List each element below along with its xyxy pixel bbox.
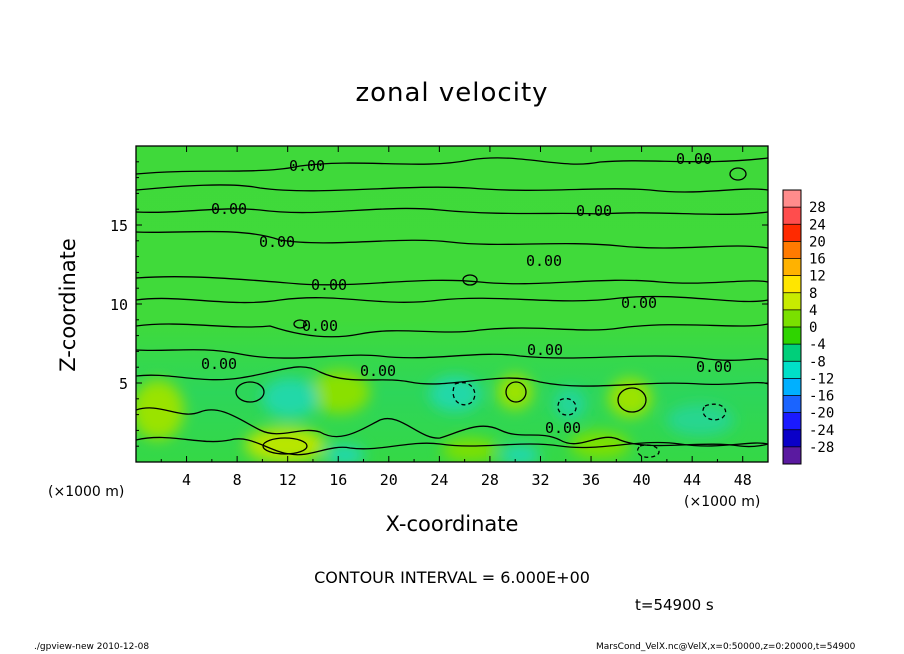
- colorbar-label: -20: [809, 406, 834, 422]
- colorbar-swatch: [783, 378, 801, 396]
- contour-label: 0.00: [311, 276, 347, 294]
- colorbar-label: 0: [809, 320, 817, 336]
- colorbar-swatch: [783, 446, 801, 464]
- contour-label: 0.00: [696, 358, 732, 376]
- colorbar-label: -16: [809, 389, 834, 405]
- colorbar-label: 12: [809, 269, 826, 285]
- y-axis-label: Z-coordinate: [56, 238, 80, 372]
- x-tick-label: 40: [633, 471, 651, 489]
- x-tick-label: 20: [380, 471, 398, 489]
- x-tick-label: 12: [279, 471, 297, 489]
- x-axis-ticks: 4 8 12 16 20 24 28 32 36 40 44 48: [160, 146, 752, 489]
- time-label: t=54900 s: [635, 596, 714, 614]
- contour-label: 0.00: [360, 362, 396, 380]
- colorbar-swatch: [783, 344, 801, 362]
- contour-label: 0.00: [527, 341, 563, 359]
- colorbar-label: 24: [809, 217, 826, 233]
- plot-frame: [135, 145, 769, 463]
- x-tick-label: 28: [481, 471, 499, 489]
- colorbar-label: 20: [809, 234, 826, 250]
- colorbar-swatch: [783, 395, 801, 413]
- contour-label: 0.00: [302, 317, 338, 335]
- contour-label: 0.00: [259, 233, 295, 251]
- x-tick-label: 44: [683, 471, 701, 489]
- heatmap-field: [136, 146, 768, 462]
- contour-lines: [136, 157, 768, 458]
- y-tick-label: 5: [119, 375, 128, 393]
- colorbar-label: 28: [809, 200, 826, 216]
- colorbar-swatch: [783, 412, 801, 430]
- colorbar-label: -8: [809, 354, 826, 370]
- footer-right: MarsCond_VelX.nc@VelX,x=0:50000,z=0:2000…: [596, 642, 856, 652]
- x-tick-label: 32: [531, 471, 549, 489]
- colorbar-label: 8: [809, 286, 817, 302]
- x-tick-label: 36: [582, 471, 600, 489]
- colorbar-label: -24: [809, 423, 834, 439]
- colorbar-frame: [782, 189, 802, 465]
- chart-title: zonal velocity: [355, 78, 549, 108]
- contour-label: 0.00: [211, 200, 247, 218]
- contour-label: 0.00: [676, 150, 712, 168]
- contour-label: 0.00: [201, 355, 237, 373]
- colorbar-swatch: [783, 361, 801, 379]
- colorbar-swatch: [783, 258, 801, 276]
- colorbar-swatch: [783, 309, 801, 327]
- contour-interval-text: CONTOUR INTERVAL = 6.000E+00: [314, 568, 590, 587]
- contour-labels: 0.00 0.00 0.00 0.00 0.00 0.00 0.00 0.00 0.00 0.00…: [201, 150, 732, 437]
- x-tick-label: 24: [430, 471, 448, 489]
- colorbar-label: 16: [809, 252, 826, 268]
- x-unit-left: (×1000 m): [48, 484, 125, 500]
- contour-label: 0.00: [545, 419, 581, 437]
- colorbar-swatch: [783, 207, 801, 225]
- colorbar-label: -12: [809, 371, 834, 387]
- y-tick-label: 15: [110, 217, 128, 235]
- x-tick-label: 4: [182, 471, 191, 489]
- y-axis-ticks: 5 10 15: [110, 161, 768, 447]
- colorbar-label: -4: [809, 337, 826, 353]
- colorbar-swatch: [783, 292, 801, 310]
- colorbar-swatch: [783, 327, 801, 345]
- colorbar-swatch: [783, 190, 801, 208]
- colorbar-swatch: [783, 275, 801, 293]
- colorbar-swatch: [783, 429, 801, 447]
- colorbar-swatch: [783, 241, 801, 259]
- y-tick-label: 10: [110, 296, 128, 314]
- contour-label: 0.00: [526, 252, 562, 270]
- x-unit-right: (×1000 m): [684, 494, 761, 510]
- x-tick-label: 8: [233, 471, 242, 489]
- colorbar-label: 4: [809, 303, 817, 319]
- contour-label: 0.00: [289, 157, 325, 175]
- footer-left: ./gpview-new 2010-12-08: [34, 642, 150, 652]
- contour-label: 0.00: [576, 202, 612, 220]
- contour-label: 0.00: [621, 294, 657, 312]
- colorbar-label: -28: [809, 440, 834, 456]
- x-tick-label: 48: [734, 471, 752, 489]
- x-tick-label: 16: [329, 471, 347, 489]
- colorbar-swatch: [783, 224, 801, 242]
- x-axis-label: X-coordinate: [385, 512, 519, 536]
